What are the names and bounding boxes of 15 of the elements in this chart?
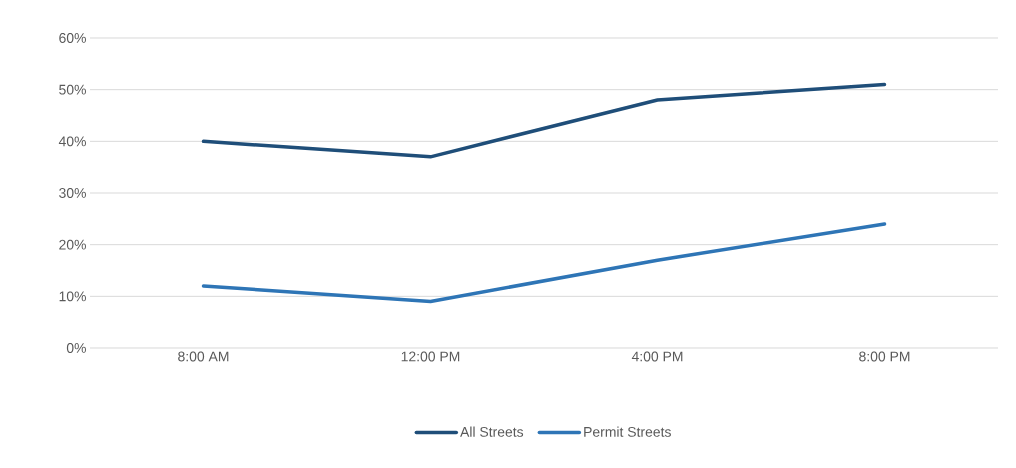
x-tick-label: 8:00 PM xyxy=(859,351,910,362)
x-tick-label: 4:00 PM xyxy=(631,351,683,362)
y-tick-label: 60% xyxy=(59,33,86,43)
x-tick-label: 8:00 AM xyxy=(178,351,229,362)
y-tick-label: 10% xyxy=(59,291,86,302)
legend-label: Permit Streets xyxy=(584,426,671,437)
legend-label: All Streets xyxy=(460,426,524,437)
x-tick-label: 12:00 PM xyxy=(401,351,460,362)
y-tick-label: 50% xyxy=(59,84,86,95)
line-series xyxy=(201,82,887,159)
y-tick-label: 0% xyxy=(66,343,86,353)
y-tick-label: 30% xyxy=(59,188,86,198)
y-tick-label: 20% xyxy=(59,239,86,250)
y-tick-label: 40% xyxy=(58,136,86,147)
line-series xyxy=(201,222,887,304)
